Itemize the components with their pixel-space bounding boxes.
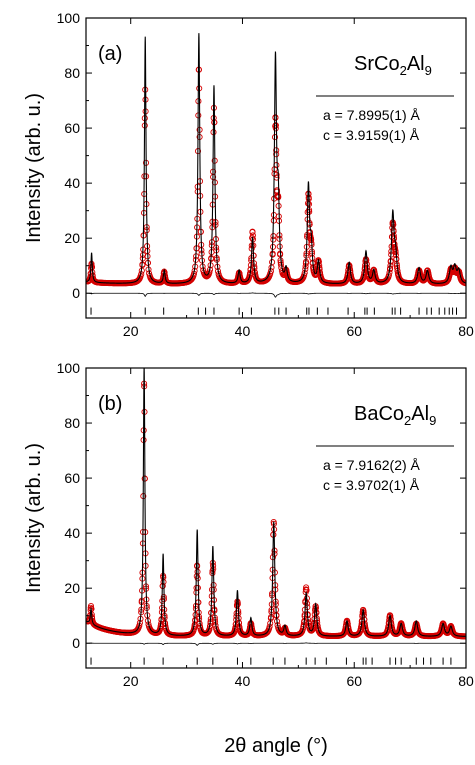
- plot-frame: [85, 367, 467, 669]
- y-tick-label: 0: [72, 635, 80, 651]
- panel-label: (b): [98, 393, 122, 415]
- calculated-profile: [86, 368, 466, 637]
- observed-point: [273, 151, 280, 158]
- observed-point: [303, 584, 310, 591]
- y-tick-label: 80: [64, 65, 80, 81]
- y-tick-label: 100: [57, 10, 81, 26]
- lattice-param-c: c = 3.9702(1) Å: [323, 477, 420, 493]
- y-tick-label: 100: [57, 360, 81, 376]
- calculated-profile: [86, 33, 466, 284]
- formula-subscript-2: 9: [429, 413, 436, 428]
- panel-a: 0 20 40 60 80 100 20 40 60 80 (a) SrCo2Al9 a = 7.…: [57, 10, 474, 339]
- observed-point: [272, 125, 279, 132]
- y-tick-label: 60: [64, 120, 80, 136]
- observed-point: [272, 122, 279, 129]
- x-tick-label: 80: [458, 673, 474, 689]
- observed-point: [133, 627, 140, 634]
- lattice-param-a: a = 7.8995(1) Å: [323, 107, 421, 123]
- formula-subscript: 2: [400, 63, 407, 78]
- y-tick-label: 40: [64, 175, 80, 191]
- observed-point: [204, 272, 211, 279]
- x-tick-label: 60: [346, 673, 362, 689]
- observed-point: [275, 194, 282, 201]
- formula-mid: Al: [407, 53, 425, 75]
- formula-prefix: SrCo: [354, 53, 400, 75]
- observed-point: [383, 277, 390, 284]
- formula-subscript-2: 9: [425, 63, 432, 78]
- x-tick-label: 40: [235, 323, 251, 339]
- y-axis-title-b: Intensity (arb. u.): [23, 443, 45, 593]
- y-tick-label: 40: [64, 525, 80, 541]
- difference-curve: [86, 292, 466, 298]
- y-tick-label: 20: [64, 580, 80, 596]
- x-tick-label: 20: [123, 673, 139, 689]
- x-axis-title: 2θ angle (°): [224, 735, 328, 757]
- observed-point: [249, 228, 256, 235]
- formula-prefix: BaCo: [354, 403, 404, 425]
- y-axis-title-a: Intensity (arb. u.): [23, 93, 45, 243]
- formula-subscript: 2: [404, 413, 411, 428]
- observed-point: [273, 147, 280, 154]
- compound-formula: BaCo2Al9: [354, 403, 436, 428]
- observed-point: [272, 114, 279, 121]
- y-tick-label: 80: [64, 415, 80, 431]
- lattice-param-c: c = 3.9159(1) Å: [323, 127, 420, 143]
- x-tick-label: 20: [123, 323, 139, 339]
- lattice-param-a: a = 7.9162(2) Å: [323, 457, 421, 473]
- observed-point: [194, 562, 201, 569]
- formula-mid: Al: [411, 403, 429, 425]
- y-tick-label: 0: [72, 285, 80, 301]
- x-tick-label: 40: [235, 673, 251, 689]
- difference-curve: [86, 642, 466, 646]
- compound-formula: SrCo2Al9: [354, 53, 432, 78]
- panel-label: (a): [98, 43, 122, 65]
- plot-frame: [85, 17, 467, 319]
- x-tick-label: 80: [458, 323, 474, 339]
- y-tick-label: 20: [64, 230, 80, 246]
- y-tick-label: 60: [64, 470, 80, 486]
- x-tick-label: 60: [346, 323, 362, 339]
- panel-b: 0 20 40 60 80 100 20 40 60 80 (b) BaCo2Al9 a = 7.…: [57, 360, 474, 689]
